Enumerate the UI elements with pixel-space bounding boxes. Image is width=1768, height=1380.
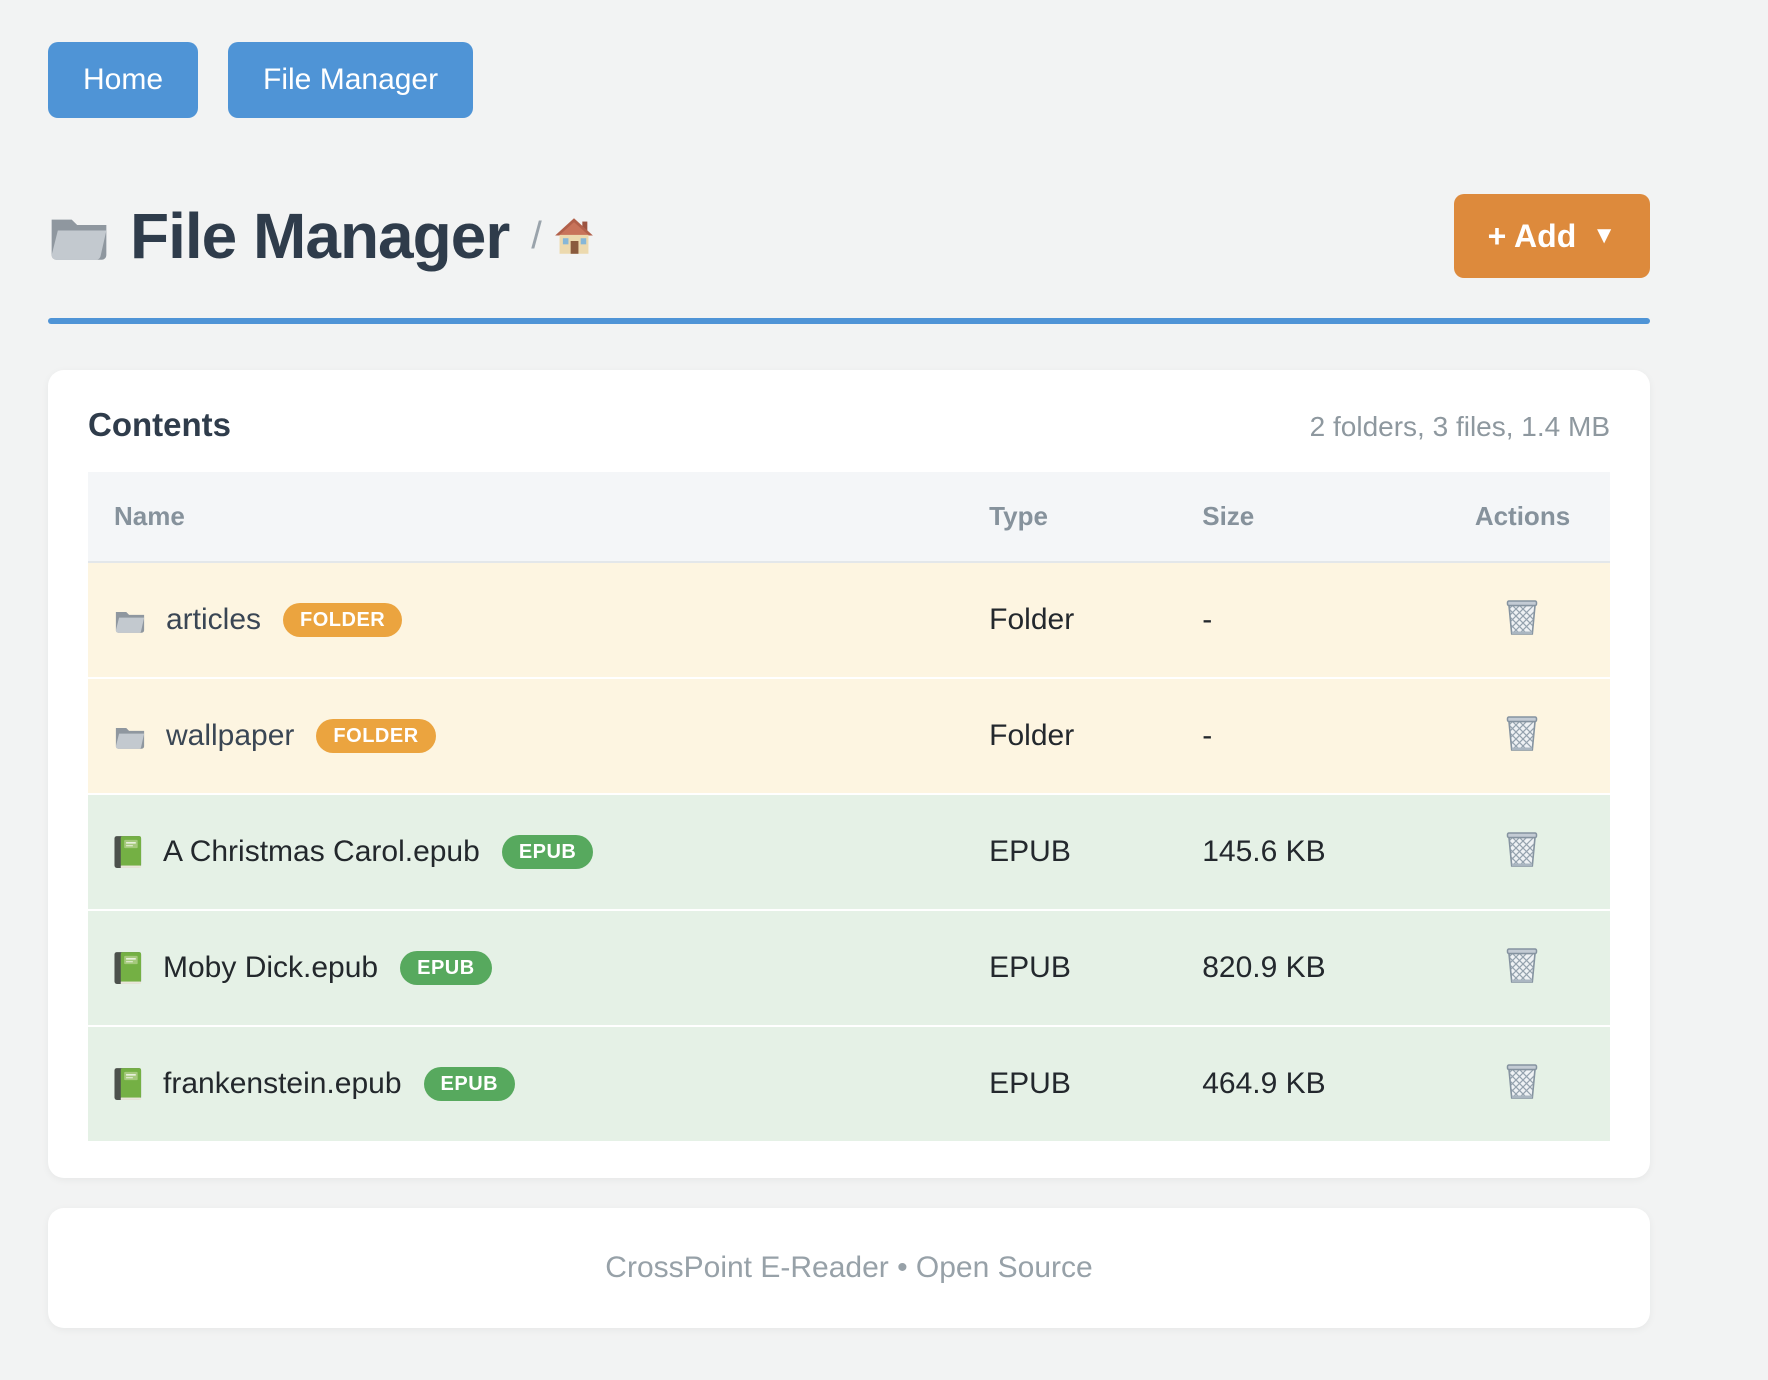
footer-card: CrossPoint E-Reader • Open Source (48, 1208, 1650, 1328)
file-name-link[interactable]: A Christmas Carol.epub (163, 835, 480, 868)
nav-button-file-manager[interactable]: File Manager (228, 42, 474, 118)
trash-icon (1504, 1060, 1540, 1100)
col-header-actions: Actions (1434, 472, 1610, 563)
folder-icon (114, 723, 146, 750)
file-name-link[interactable]: articles (166, 603, 262, 636)
breadcrumb: / (531, 215, 594, 258)
trash-icon (1504, 944, 1540, 984)
type-cell: Folder (963, 562, 1177, 678)
title-divider (48, 318, 1650, 324)
page-title: File Manager (48, 199, 510, 273)
col-header-size: Size (1176, 472, 1435, 563)
delete-button[interactable] (1504, 596, 1540, 636)
row-badge: EPUB (501, 835, 594, 869)
add-button-label: + Add (1487, 218, 1577, 254)
size-cell: 145.6 KB (1176, 793, 1435, 910)
table-row: A Christmas Carol.epub EPUB EPUB 145.6 K… (88, 793, 1610, 910)
file-name-link[interactable]: frankenstein.epub (163, 1067, 402, 1100)
contents-summary: 2 folders, 3 files, 1.4 MB (1309, 411, 1610, 442)
delete-button[interactable] (1504, 944, 1540, 984)
page-header: File Manager / + Add (48, 194, 1650, 278)
trash-icon (1504, 828, 1540, 868)
add-button[interactable]: + Add ▼ (1453, 194, 1650, 278)
row-badge: FOLDER (316, 719, 436, 753)
book-icon (114, 951, 143, 986)
table-row: frankenstein.epub EPUB EPUB 464.9 KB (88, 1025, 1610, 1141)
size-cell: - (1176, 677, 1435, 794)
top-nav: Home File Manager (48, 42, 1650, 118)
file-name-link[interactable]: wallpaper (166, 719, 295, 752)
type-cell: EPUB (963, 1025, 1177, 1141)
size-cell: 464.9 KB (1176, 1025, 1435, 1141)
table-header-row: Name Type Size Actions (88, 472, 1610, 563)
col-header-type: Type (963, 472, 1177, 563)
col-header-name: Name (88, 472, 964, 563)
contents-heading: Contents (88, 406, 231, 443)
delete-button[interactable] (1504, 1060, 1540, 1100)
delete-button[interactable] (1504, 712, 1540, 752)
type-cell: EPUB (963, 793, 1177, 910)
page-title-text: File Manager (130, 200, 510, 272)
size-cell: 820.9 KB (1176, 909, 1435, 1026)
table-row: Moby Dick.epub EPUB EPUB 820.9 KB (88, 909, 1610, 1026)
trash-icon (1504, 712, 1540, 752)
book-icon (114, 835, 143, 870)
footer-text: CrossPoint E-Reader • Open Source (605, 1251, 1093, 1284)
nav-button-home[interactable]: Home (48, 42, 199, 118)
row-badge: EPUB (423, 1067, 516, 1101)
delete-button[interactable] (1504, 828, 1540, 868)
table-row: wallpaper FOLDER Folder - (88, 677, 1610, 794)
caret-down-icon: ▼ (1592, 222, 1616, 249)
contents-card: Contents 2 folders, 3 files, 1.4 MB Name… (48, 370, 1650, 1178)
row-badge: FOLDER (283, 603, 403, 637)
table-body: articles FOLDER Folder - (88, 562, 1610, 1141)
type-cell: EPUB (963, 909, 1177, 1026)
table-row: articles FOLDER Folder - (88, 562, 1610, 678)
row-badge: EPUB (400, 951, 492, 985)
breadcrumb-separator: / (531, 214, 542, 257)
folder-icon (48, 210, 110, 262)
file-name-link[interactable]: Moby Dick.epub (163, 951, 379, 984)
home-icon[interactable] (554, 217, 594, 255)
size-cell: - (1176, 562, 1435, 678)
folder-icon (114, 607, 146, 634)
type-cell: Folder (963, 677, 1177, 794)
book-icon (114, 1067, 143, 1102)
trash-icon (1504, 596, 1540, 636)
file-table: Name Type Size Actions (88, 472, 1610, 1141)
